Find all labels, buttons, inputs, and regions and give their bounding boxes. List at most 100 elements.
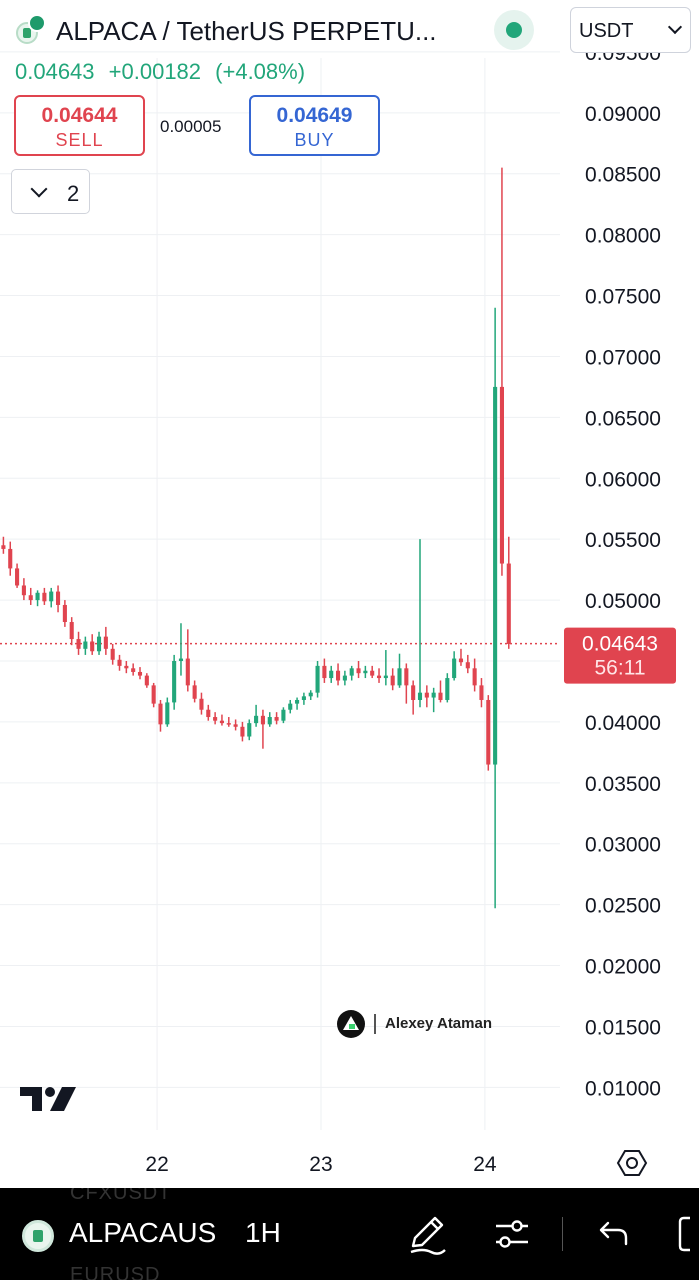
candle-body[interactable] [35,592,40,601]
candle-body[interactable] [465,662,470,669]
candle-body[interactable] [411,685,416,700]
candle-body[interactable] [315,665,320,693]
candle-body[interactable] [56,591,61,605]
candle-body[interactable] [28,595,33,601]
candle-body[interactable] [363,670,368,674]
chevron-down-icon [30,180,48,198]
candle-body[interactable] [62,604,67,623]
price-chart[interactable]: 0.01000 0.01500 0.02000 0.02500 0.03000 0.035… [0,0,699,1190]
drawing-tools-icon[interactable] [405,1212,449,1256]
candle-body[interactable] [281,709,286,721]
candle-body[interactable] [178,658,184,661]
candle-body[interactable] [21,585,26,596]
candle-body[interactable] [172,661,177,703]
candle-body[interactable] [336,670,341,681]
candle-body[interactable] [1,545,6,549]
candle-body[interactable] [247,723,252,737]
candle-body[interactable] [499,386,504,564]
candle-body[interactable] [42,592,47,602]
candle-body[interactable] [117,659,122,666]
currency-select[interactable]: USDT [570,7,691,53]
candle-body[interactable] [131,668,136,672]
candle-body[interactable] [90,641,95,652]
candle-body[interactable] [69,622,74,640]
candle-body[interactable] [137,671,143,676]
candle-body[interactable] [390,675,395,686]
market-status-icon[interactable] [494,10,534,50]
candle-body[interactable] [165,702,170,725]
toolbar-divider [562,1217,563,1251]
fullscreen-icon[interactable] [672,1212,699,1256]
candle-body[interactable] [431,692,436,698]
candle-body[interactable] [8,548,13,569]
candle-body[interactable] [458,658,464,663]
candle-body[interactable] [76,639,81,649]
chevron-down-icon [667,19,683,35]
candle-body[interactable] [274,717,279,721]
candle-body[interactable] [267,717,272,725]
candle-body[interactable] [96,636,102,652]
candle-body[interactable] [213,717,218,721]
candle-body[interactable] [506,563,511,644]
candle-body[interactable] [472,668,477,686]
candle-body[interactable] [124,665,129,669]
indicators-icon[interactable] [490,1212,534,1256]
candle-body[interactable] [233,724,238,727]
candle-body[interactable] [486,699,491,765]
indicators-toggle-button[interactable]: 2 [11,169,90,214]
candle-body[interactable] [144,675,149,686]
candle-body[interactable] [240,726,245,737]
buy-button[interactable]: 0.04649 BUY [249,95,380,156]
y-axis-tick-label: 0.05500 [585,529,661,552]
interval-button[interactable]: 1H [245,1217,281,1248]
y-axis-tick-label: 0.01500 [585,1016,661,1039]
candle-body[interactable] [404,668,409,686]
candle-body[interactable] [417,692,423,700]
candle-body[interactable] [342,675,347,681]
candle-body[interactable] [110,648,115,660]
candle-body[interactable] [288,703,293,710]
spread-value: 0.00005 [160,117,222,136]
candle-body[interactable] [49,591,54,602]
candle-body[interactable] [83,641,88,649]
candle-body[interactable] [479,685,484,700]
chart-settings-icon[interactable] [616,1147,648,1179]
candle-body[interactable] [349,668,354,676]
candle-body[interactable] [370,670,375,676]
candle-body[interactable] [301,696,306,700]
sell-button[interactable]: 0.04644 SELL [14,95,145,156]
candle-body[interactable] [103,636,108,649]
candle-body[interactable] [15,568,20,586]
candle-body[interactable] [493,386,498,765]
symbol-search-button[interactable]: ALPACAUSDT [69,1217,215,1248]
symbol-title[interactable]: ALPACA / TetherUS PERPETU... [56,16,437,46]
candle-body[interactable] [219,720,224,724]
candle-body[interactable] [376,675,382,679]
candle-body[interactable] [322,665,327,679]
currency-select-value: USDT [579,20,634,42]
candle-body[interactable] [199,698,204,710]
candle-body[interactable] [424,692,429,698]
candle-body[interactable] [260,715,265,725]
candle-body[interactable] [383,675,388,679]
candle-body[interactable] [445,678,450,700]
undo-icon[interactable] [590,1212,634,1256]
candle-body[interactable] [452,658,457,679]
candle-body[interactable] [226,723,231,725]
candle-body[interactable] [158,703,163,725]
candle-body[interactable] [185,658,190,686]
candle-body[interactable] [151,685,156,704]
current-price-value: 0.04643 [582,633,658,656]
candle-body[interactable] [308,692,313,697]
current-price-label [564,627,676,684]
y-axis-tick-label: 0.09000 [585,103,661,126]
candle-body[interactable] [192,685,197,699]
candle-body[interactable] [206,709,211,718]
candle-body[interactable] [356,668,361,674]
candle-body[interactable] [254,715,259,724]
candle-body[interactable] [295,699,300,704]
candle-body[interactable] [397,668,402,686]
candle-body[interactable] [329,670,334,679]
candle-body[interactable] [438,692,443,700]
x-axis-tick-label: 23 [309,1153,332,1176]
